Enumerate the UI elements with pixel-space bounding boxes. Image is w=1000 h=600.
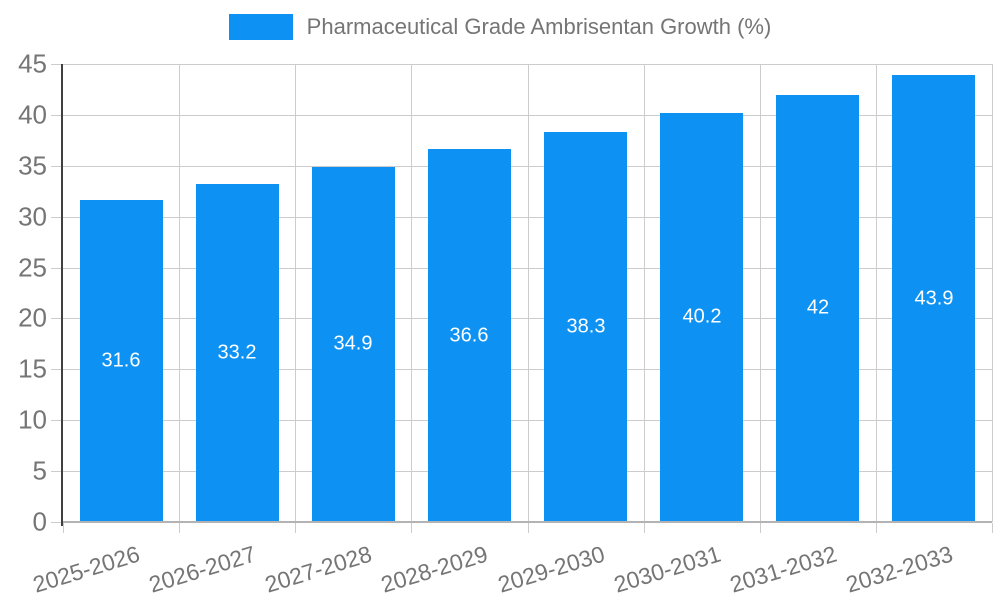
y-axis-line bbox=[61, 64, 63, 526]
y-tick bbox=[51, 268, 61, 269]
bar-value-label: 36.6 bbox=[449, 324, 489, 347]
y-axis-tick-label: 30 bbox=[18, 201, 47, 232]
gridline-h bbox=[63, 114, 992, 116]
x-axis-baseline bbox=[63, 521, 992, 523]
gridline-v bbox=[992, 64, 993, 522]
gridline-h bbox=[63, 64, 992, 65]
gridline-h bbox=[63, 267, 992, 269]
bar-2027-2028[interactable] bbox=[312, 167, 395, 522]
bar-2026-2027[interactable] bbox=[196, 184, 279, 522]
y-axis-tick-label: 40 bbox=[18, 99, 47, 130]
y-tick bbox=[51, 64, 61, 65]
gridline-v bbox=[876, 64, 877, 522]
y-axis-tick-label: 25 bbox=[18, 252, 47, 283]
bar-2028-2029[interactable] bbox=[428, 149, 511, 522]
y-tick bbox=[51, 217, 61, 218]
y-tick bbox=[51, 522, 61, 523]
gridline-v bbox=[760, 64, 761, 522]
gridline-v bbox=[295, 64, 296, 522]
gridline-h bbox=[63, 216, 992, 218]
bar-value-label: 40.2 bbox=[682, 305, 722, 328]
y-tick bbox=[51, 471, 61, 472]
x-tick bbox=[992, 523, 993, 533]
gridline-v bbox=[411, 64, 412, 522]
y-axis-tick-label: 15 bbox=[18, 353, 47, 384]
bar-value-label: 42 bbox=[806, 296, 830, 319]
gridline-h bbox=[63, 369, 992, 371]
gridline-v bbox=[644, 64, 645, 522]
y-axis-tick-label: 20 bbox=[18, 302, 47, 333]
legend-item[interactable]: Pharmaceutical Grade Ambrisentan Growth … bbox=[228, 14, 772, 40]
gridline-h bbox=[63, 318, 992, 320]
bar-2029-2030[interactable] bbox=[544, 132, 627, 522]
legend: Pharmaceutical Grade Ambrisentan Growth … bbox=[0, 14, 1000, 40]
y-axis-tick-label: 10 bbox=[18, 404, 47, 435]
x-tick bbox=[760, 523, 761, 533]
y-axis-tick-label: 35 bbox=[18, 150, 47, 181]
y-axis-tick-label: 0 bbox=[32, 506, 47, 537]
y-axis-tick-label: 45 bbox=[18, 48, 47, 79]
y-tick bbox=[51, 115, 61, 116]
bar-2032-2033[interactable] bbox=[892, 75, 975, 522]
x-tick bbox=[63, 523, 64, 533]
bar-2025-2026[interactable] bbox=[80, 200, 163, 522]
y-tick bbox=[51, 369, 61, 370]
legend-label: Pharmaceutical Grade Ambrisentan Growth … bbox=[306, 14, 772, 39]
gridline-v bbox=[179, 64, 180, 522]
gridline-v bbox=[528, 64, 529, 522]
y-tick bbox=[51, 166, 61, 167]
bar-value-label: 31.6 bbox=[101, 349, 141, 372]
x-tick bbox=[411, 523, 412, 533]
x-tick bbox=[528, 523, 529, 533]
x-tick bbox=[179, 523, 180, 533]
x-tick bbox=[876, 523, 877, 533]
bar-value-label: 33.2 bbox=[217, 341, 257, 364]
x-tick bbox=[644, 523, 645, 533]
plot-area: 31.6 33.2 34.9 36.6 38.3 40.2 42 43.9 bbox=[61, 64, 993, 526]
gridline-h bbox=[63, 420, 992, 422]
bar-2030-2031[interactable] bbox=[660, 113, 743, 522]
y-tick bbox=[51, 420, 61, 421]
bar-2031-2032[interactable] bbox=[776, 95, 859, 522]
x-tick bbox=[295, 523, 296, 533]
gridline-h bbox=[63, 471, 992, 473]
legend-swatch bbox=[228, 14, 293, 40]
bar-value-label: 38.3 bbox=[566, 315, 606, 338]
y-axis-tick-label: 5 bbox=[32, 455, 47, 486]
bar-value-label: 43.9 bbox=[914, 287, 954, 310]
bar-value-label: 34.9 bbox=[333, 332, 373, 355]
gridline-h bbox=[63, 165, 992, 167]
y-tick bbox=[51, 318, 61, 319]
